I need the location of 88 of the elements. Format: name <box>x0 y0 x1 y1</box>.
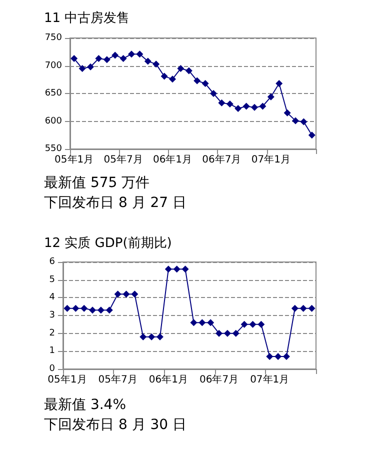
y-tick-label: 550 <box>44 144 62 154</box>
point <box>300 118 308 126</box>
point <box>164 266 172 273</box>
point <box>152 60 160 68</box>
point <box>169 76 176 83</box>
x-tick-label: 07年1月 <box>250 374 290 386</box>
x-tick-label: 05年1月 <box>54 154 94 166</box>
point <box>218 99 226 106</box>
point <box>128 50 135 58</box>
point <box>216 330 223 337</box>
y-tick-label: 650 <box>44 88 62 98</box>
point <box>148 333 156 340</box>
point <box>114 290 122 298</box>
point <box>276 80 283 88</box>
text: 最新值 3.4% <box>44 396 126 415</box>
point <box>72 304 80 312</box>
point <box>140 333 147 340</box>
point <box>274 353 282 360</box>
x-tick-label: 06年1月 <box>152 154 192 166</box>
point <box>185 67 192 74</box>
point <box>258 320 265 328</box>
point <box>120 55 127 62</box>
point <box>173 266 180 273</box>
point <box>234 104 242 112</box>
point <box>160 72 168 80</box>
point <box>194 77 201 84</box>
point <box>282 353 290 360</box>
point <box>78 65 86 72</box>
x-tick-label: 05年7月 <box>98 374 138 386</box>
point <box>80 304 88 312</box>
point <box>95 55 102 62</box>
point <box>300 304 307 312</box>
x-tick-label: 06年7月 <box>199 374 239 386</box>
x-tick-label: 07年1月 <box>251 154 290 166</box>
point <box>97 306 104 314</box>
point <box>156 333 164 340</box>
y-tick-label: 1 <box>49 346 55 356</box>
point <box>177 65 184 72</box>
point <box>308 132 316 139</box>
point <box>251 104 258 111</box>
point <box>136 50 144 58</box>
point <box>259 102 266 110</box>
point <box>64 304 71 312</box>
y-tick-label: 3 <box>49 310 55 320</box>
y-tick-label: 2 <box>49 328 55 338</box>
point <box>232 330 240 337</box>
point <box>106 306 113 314</box>
x-tick-label: 05年1月 <box>48 374 87 386</box>
point <box>89 306 96 314</box>
y-tick-label: 600 <box>44 116 62 126</box>
y-tick-label: 700 <box>44 60 62 71</box>
y-tick-label: 5 <box>49 274 55 285</box>
point <box>266 353 274 360</box>
chart-title: 11 中古房发售 <box>44 10 130 27</box>
point <box>267 93 274 100</box>
point <box>308 304 316 312</box>
x-tick-label: 05年7月 <box>104 154 143 166</box>
x-tick-label: 06年1月 <box>148 374 188 386</box>
text: 下回发布日 8 月 30 日 <box>44 416 187 435</box>
point <box>112 52 119 59</box>
point <box>226 100 234 108</box>
text: 最新值 575 万件 <box>44 174 150 193</box>
point <box>131 290 138 298</box>
y-tick-label: 6 <box>49 257 56 267</box>
y-tick-label: 750 <box>44 33 62 43</box>
point <box>249 320 256 328</box>
point <box>103 56 110 64</box>
point <box>210 90 217 97</box>
point <box>70 55 78 62</box>
point <box>202 80 209 88</box>
y-tick-label: 0 <box>49 364 56 374</box>
point <box>242 102 250 110</box>
point <box>240 320 248 328</box>
point <box>284 109 291 116</box>
x-tick-label: 06年7月 <box>202 154 242 166</box>
point <box>144 58 152 65</box>
point <box>182 266 189 273</box>
point <box>198 319 206 326</box>
point <box>122 290 130 298</box>
point <box>87 63 94 70</box>
point <box>190 319 198 326</box>
chart-title: 12 实质 GDP(前期比) <box>44 235 172 252</box>
y-tick-label: 4 <box>49 292 56 303</box>
text: 下回发布日 8 月 27 日 <box>44 194 187 213</box>
point <box>291 304 298 312</box>
point <box>292 117 299 124</box>
point <box>207 319 214 326</box>
point <box>224 330 231 337</box>
